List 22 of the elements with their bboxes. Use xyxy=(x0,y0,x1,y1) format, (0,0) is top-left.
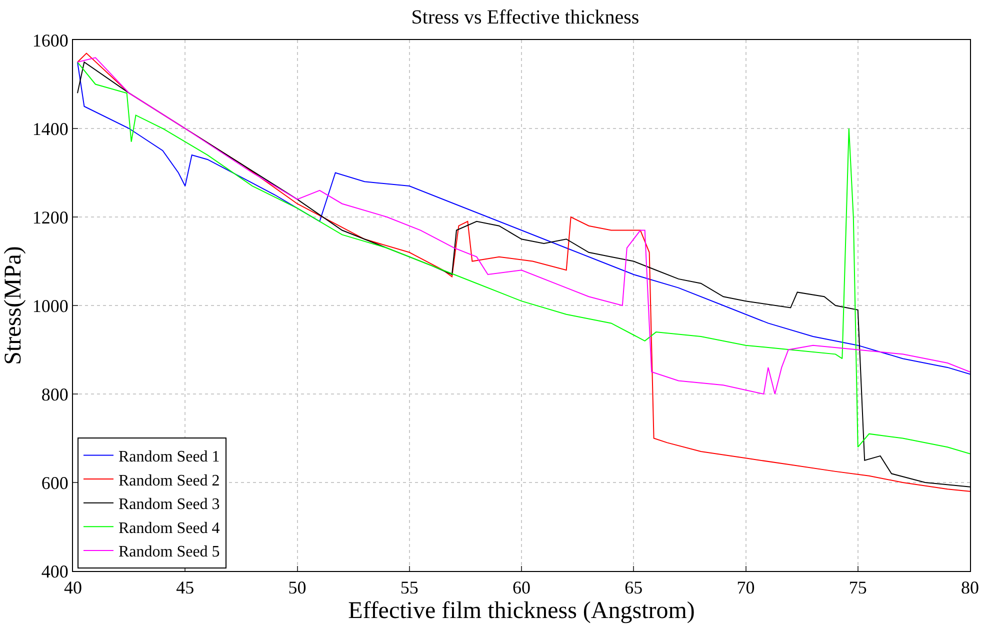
x-tick-label: 75 xyxy=(848,578,867,598)
y-tick-label: 1400 xyxy=(32,118,68,139)
y-tick-label: 1600 xyxy=(32,30,68,50)
legend-label: Random Seed 1 xyxy=(118,448,220,466)
legend-label: Random Seed 5 xyxy=(118,544,220,561)
x-tick-label: 65 xyxy=(624,578,643,598)
y-tick-label: 600 xyxy=(41,472,68,493)
x-axis-title: Effective film thickness (Angstrom) xyxy=(348,598,695,624)
y-tick-label: 1000 xyxy=(32,296,68,316)
x-tick-label: 50 xyxy=(288,578,306,598)
x-tick-label: 60 xyxy=(512,578,530,598)
legend-label: Random Seed 2 xyxy=(118,472,220,490)
y-tick-label: 800 xyxy=(41,384,68,404)
y-tick-label: 1200 xyxy=(32,207,68,228)
y-axis-title: Stress(MPa) xyxy=(0,246,26,365)
x-tick-label: 45 xyxy=(176,578,194,598)
x-tick-label: 80 xyxy=(961,578,979,598)
chart-title: Stress vs Effective thickness xyxy=(411,6,640,28)
legend-label: Random Seed 4 xyxy=(118,520,220,537)
legend-label: Random Seed 3 xyxy=(118,496,220,514)
x-tick-label: 55 xyxy=(400,578,418,598)
x-tick-label: 70 xyxy=(736,578,755,598)
